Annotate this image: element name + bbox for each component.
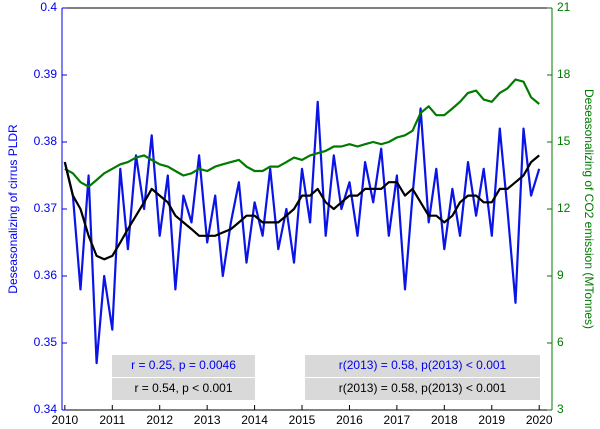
y2-tick-label: 15	[557, 134, 571, 148]
y2-tick-label: 6	[557, 335, 564, 349]
series-line	[64, 78, 540, 188]
series-line	[63, 100, 541, 365]
x-tick-label: 2018	[431, 413, 458, 427]
y-tick-label: 0.34	[34, 402, 58, 416]
y2-tick-label: 3	[557, 402, 564, 416]
y2-tick-label: 9	[557, 268, 564, 282]
y-axis-label: Deseasonalizing of cirrus PLDR	[6, 124, 20, 294]
x-tick-label: 2012	[146, 413, 173, 427]
y-tick-label: 0.39	[34, 67, 58, 81]
series-line	[63, 154, 540, 261]
annotation: r(2013) = 0.58, p(2013) < 0.001	[339, 358, 507, 372]
y-tick-label: 0.4	[40, 0, 57, 14]
y-tick-label: 0.35	[34, 335, 58, 349]
y2-tick-label: 21	[557, 0, 571, 14]
x-tick-label: 2013	[194, 413, 221, 427]
annotation-box	[305, 378, 540, 400]
annotation-box	[305, 355, 540, 377]
x-tick-label: 2014	[241, 413, 268, 427]
annotation: r(2013) = 0.58, p(2013) < 0.001	[339, 381, 507, 395]
y2-axis-label: Deseasonalizing of CO2 emission (MTonnes…	[582, 89, 596, 329]
x-tick-label: 2015	[289, 413, 316, 427]
annotation: r = 0.25, p = 0.0046	[131, 358, 236, 372]
annotation-box	[112, 378, 255, 400]
annotation-box	[112, 355, 255, 377]
x-tick-label: 2020	[526, 413, 553, 427]
y-tick-label: 0.36	[34, 268, 58, 282]
x-tick-label: 2017	[384, 413, 411, 427]
x-tick-label: 2010	[51, 413, 78, 427]
x-tick-label: 2016	[336, 413, 363, 427]
y2-tick-label: 18	[557, 67, 571, 81]
y2-tick-label: 12	[557, 201, 571, 215]
x-tick-label: 2019	[478, 413, 505, 427]
annotation: r = 0.54, p < 0.001	[134, 381, 232, 395]
y-tick-label: 0.37	[34, 201, 58, 215]
y-tick-label: 0.38	[34, 134, 58, 148]
x-tick-label: 2011	[99, 413, 125, 427]
